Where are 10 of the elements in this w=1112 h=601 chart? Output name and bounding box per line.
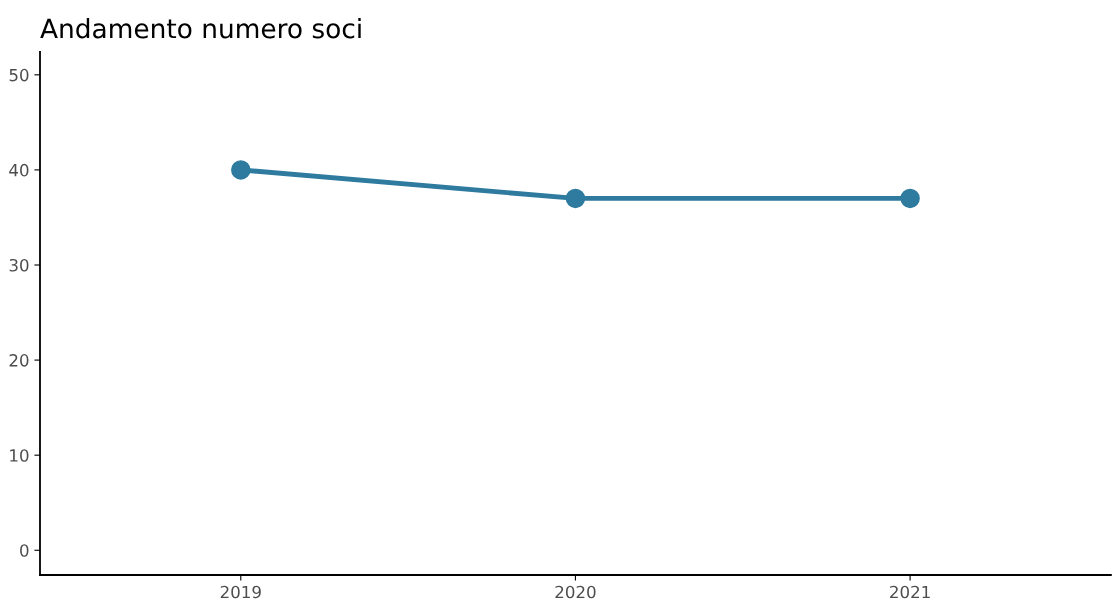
chart-title: Andamento numero soci [40, 18, 361, 39]
y-tick-label: 30 [9, 258, 29, 272]
y-tick-label: 0 [20, 544, 29, 557]
x-tick-label: 2021 [890, 585, 930, 599]
y-tick-label: 40 [9, 163, 29, 177]
x-tick-label: 2020 [555, 585, 596, 599]
x-tick-label: 2019 [220, 585, 261, 599]
y-tick-label: 50 [9, 68, 29, 82]
y-tick-label: 20 [9, 354, 29, 367]
y-tick-label: 10 [10, 449, 29, 462]
